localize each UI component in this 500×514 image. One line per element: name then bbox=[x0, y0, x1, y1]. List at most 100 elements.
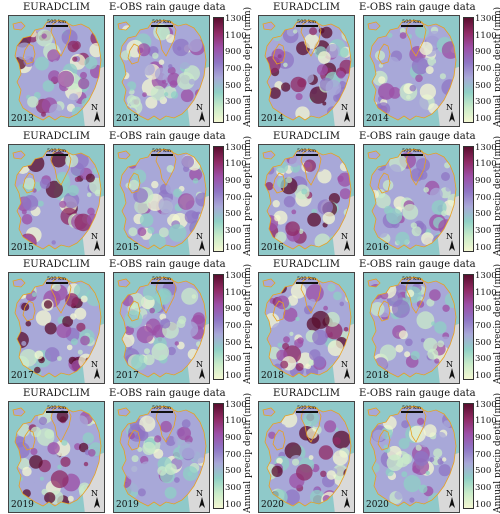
coastline bbox=[117, 21, 131, 31]
precip-patch bbox=[437, 340, 445, 348]
precip-patch bbox=[429, 187, 443, 201]
map-svg bbox=[9, 401, 104, 512]
colorbar-label: Annual precip depth (mm) bbox=[243, 392, 253, 513]
precip-patch bbox=[427, 57, 437, 66]
precip-patch bbox=[164, 486, 177, 499]
precip-patch bbox=[166, 34, 175, 43]
precip-patch bbox=[379, 344, 397, 361]
precip-patch bbox=[442, 304, 450, 312]
precip-patch bbox=[322, 211, 335, 224]
precip-patch bbox=[445, 185, 451, 192]
precip-patch bbox=[124, 325, 135, 336]
north-arrow: N bbox=[341, 232, 351, 252]
colorbar-tick-label: 500 bbox=[225, 80, 242, 91]
precip-patch bbox=[338, 47, 349, 58]
precip-patch bbox=[409, 496, 415, 503]
svg-text:N: N bbox=[341, 232, 348, 241]
precip-patch bbox=[158, 196, 174, 213]
precip-patch bbox=[142, 441, 156, 455]
colorbar-tick-label: 700 bbox=[475, 449, 492, 460]
scale-line bbox=[150, 410, 173, 413]
euradclim-map: 500 km 2020 N bbox=[258, 400, 355, 513]
precip-patch bbox=[30, 447, 38, 455]
year-label: 2016 bbox=[366, 242, 389, 253]
precip-patch bbox=[60, 456, 71, 467]
coastline bbox=[12, 21, 26, 31]
colorbar-tick-label: 1300 bbox=[475, 399, 497, 410]
precip-patch bbox=[184, 209, 199, 224]
precip-patch bbox=[426, 298, 435, 307]
coastline bbox=[155, 148, 177, 186]
svg-text:N: N bbox=[341, 489, 348, 498]
precip-patch bbox=[151, 343, 170, 361]
scale-label: 500 km bbox=[297, 147, 316, 154]
north-arrow: N bbox=[446, 489, 456, 509]
precip-patch bbox=[19, 349, 38, 367]
scale-line bbox=[150, 153, 173, 156]
precip-patch bbox=[293, 29, 298, 34]
precip-patch bbox=[83, 461, 89, 466]
colorbar-tick-label: 300 bbox=[475, 225, 492, 236]
precip-patch bbox=[304, 161, 311, 168]
euradclim-map: 500 km 2014 N bbox=[258, 15, 355, 127]
svg-text:N: N bbox=[446, 360, 453, 369]
euradclim-map: 500 km 2017 N bbox=[8, 272, 105, 384]
coastline bbox=[119, 19, 207, 121]
euradclim-map: 500 km 2016 N bbox=[258, 143, 355, 256]
svg-text:N: N bbox=[446, 489, 453, 498]
colorbar-tick-label: 300 bbox=[475, 482, 492, 493]
scale-line bbox=[400, 153, 423, 156]
colorbar-tick-label: 1100 bbox=[225, 159, 247, 170]
colorbar-tick-label: 100 bbox=[225, 499, 242, 510]
precip-patch bbox=[374, 50, 386, 61]
precip-field bbox=[368, 411, 456, 506]
year-label: 2016 bbox=[261, 242, 284, 253]
precip-patch bbox=[184, 435, 193, 444]
precip-patch bbox=[21, 341, 27, 346]
precip-patch bbox=[44, 322, 57, 335]
coastline bbox=[14, 405, 102, 506]
precip-patch bbox=[316, 64, 328, 76]
precip-patch bbox=[22, 194, 39, 211]
year-label: 2019 bbox=[11, 499, 34, 510]
precip-patch bbox=[154, 67, 168, 81]
coastline bbox=[405, 19, 427, 57]
euradclim-title: EURADCLIM bbox=[23, 2, 90, 13]
precip-patch bbox=[23, 177, 36, 190]
scale-bar: 500 km bbox=[150, 405, 173, 413]
iceland bbox=[368, 407, 380, 416]
precip-patch bbox=[68, 93, 79, 103]
colorbar-gradient bbox=[213, 145, 224, 252]
eobs-title: E-OBS rain gauge data bbox=[109, 2, 226, 13]
map-svg bbox=[9, 273, 104, 383]
coastline bbox=[50, 405, 72, 443]
coastline bbox=[262, 21, 276, 31]
eobs-title: E-OBS rain gauge data bbox=[359, 2, 476, 13]
precip-patch bbox=[139, 460, 154, 475]
coastline bbox=[300, 405, 322, 443]
map-svg bbox=[364, 16, 459, 126]
precip-patch bbox=[304, 33, 320, 49]
north-arrow: N bbox=[196, 489, 206, 509]
precip-patch bbox=[294, 338, 304, 348]
precip-patch bbox=[337, 70, 345, 79]
precip-patch bbox=[89, 194, 100, 205]
colorbar-tick-label: 100 bbox=[475, 242, 492, 253]
precip-patch bbox=[398, 330, 408, 340]
coastline bbox=[262, 407, 276, 416]
scale-bar: 500 km bbox=[45, 276, 68, 284]
eobs-map: 500 km 2016 N bbox=[363, 143, 460, 256]
precip-patch bbox=[168, 64, 173, 69]
north-arrow: N bbox=[341, 489, 351, 509]
colorbar-tick-label: 300 bbox=[225, 482, 242, 493]
precip-patch bbox=[169, 80, 178, 88]
precip-patch bbox=[174, 476, 180, 483]
precip-patch bbox=[57, 464, 62, 469]
precip-patch bbox=[394, 490, 404, 500]
precip-patch bbox=[120, 50, 132, 61]
precip-patch bbox=[62, 316, 73, 327]
svg-text:N: N bbox=[196, 360, 203, 369]
colorbar-tick-label: 700 bbox=[475, 321, 492, 331]
coastline bbox=[300, 276, 322, 314]
